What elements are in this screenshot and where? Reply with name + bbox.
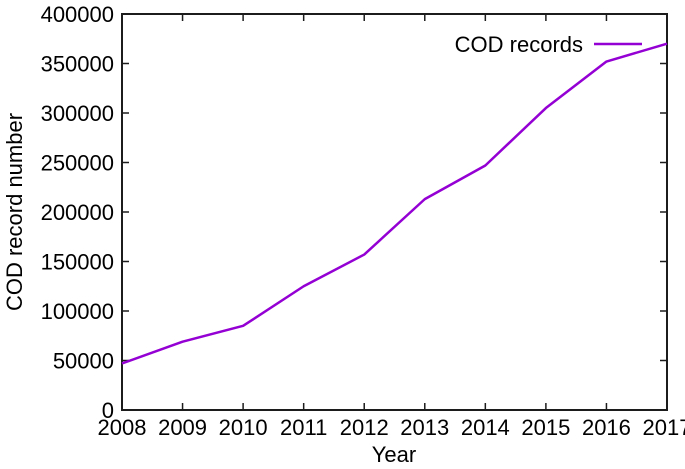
x-axis-title: Year [372, 442, 416, 467]
legend: COD records [455, 32, 642, 57]
y-tick-label: 0 [102, 398, 114, 423]
y-axis-title: COD record number [2, 113, 27, 311]
x-tick-label: 2008 [98, 415, 147, 440]
tick-labels: 2008 2009 2010 2011 2012 2013 2014 2015 2016 2017… [41, 2, 685, 440]
x-tick-label: 2009 [158, 415, 207, 440]
x-tick-label: 2015 [521, 415, 570, 440]
legend-label: COD records [455, 32, 583, 57]
data-line-cod-records [121, 42, 668, 365]
x-tick-label: 2011 [280, 415, 327, 440]
y-tick-label: 250000 [41, 151, 114, 176]
tick-marks [121, 13, 668, 411]
y-tick-label: 350000 [41, 52, 114, 77]
y-tick-label: 400000 [41, 2, 114, 27]
x-tick-label: 2016 [582, 415, 631, 440]
y-tick-label: 200000 [41, 200, 114, 225]
x-tick-label: 2012 [340, 415, 389, 440]
y-tick-label: 50000 [53, 349, 114, 374]
y-tick-label: 100000 [41, 299, 114, 324]
x-tick-label: 2014 [461, 415, 510, 440]
x-tick-label: 2013 [400, 415, 449, 440]
x-tick-label: 2017 [643, 415, 685, 440]
plot-border [121, 13, 668, 411]
x-tick-label: 2010 [219, 415, 268, 440]
y-tick-label: 300000 [41, 101, 114, 126]
y-tick-label: 150000 [41, 250, 114, 275]
